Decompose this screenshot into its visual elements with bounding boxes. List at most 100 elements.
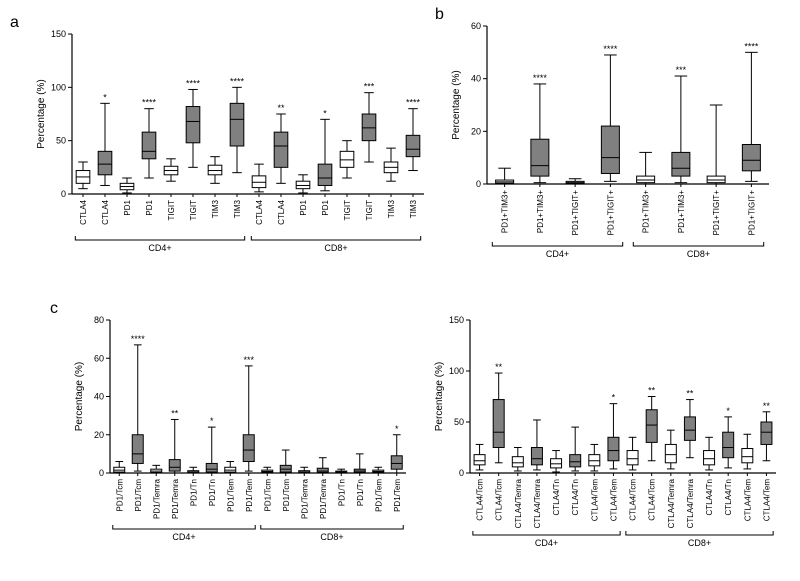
- svg-text:PD1/Tem: PD1/Tem: [374, 479, 383, 512]
- svg-text:****: ****: [744, 41, 759, 51]
- svg-text:***: ***: [243, 355, 254, 365]
- svg-text:PD1/Tem: PD1/Tem: [226, 479, 235, 512]
- svg-text:CTLA4/Tcm: CTLA4/Tcm: [476, 479, 485, 521]
- chart-b: 0204060Percentage (%)PD1+TIM3+****PD1+TI…: [445, 12, 775, 284]
- svg-text:PD1+TIM3+: PD1+TIM3+: [677, 190, 686, 233]
- y-axis-title: Percentage (%): [36, 79, 47, 148]
- box: [723, 432, 734, 458]
- y-axis-title: Percentage (%): [74, 362, 85, 431]
- svg-text:CD8+: CD8+: [324, 243, 347, 253]
- svg-text:PD1/Tn: PD1/Tn: [337, 479, 346, 506]
- svg-text:CTLA4/Tcm: CTLA4/Tcm: [629, 479, 638, 521]
- svg-text:PD1: PD1: [123, 199, 132, 215]
- svg-text:TIGIT: TIGIT: [343, 200, 352, 221]
- svg-text:20: 20: [471, 126, 481, 136]
- box: [206, 463, 217, 472]
- svg-text:*: *: [103, 92, 107, 102]
- svg-text:0: 0: [476, 179, 481, 189]
- svg-text:**: **: [171, 408, 179, 418]
- svg-text:PD1/Tem: PD1/Tem: [245, 479, 254, 512]
- box: [317, 468, 328, 472]
- svg-text:TIGIT: TIGIT: [167, 200, 176, 221]
- svg-text:CTLA4/Temra: CTLA4/Temra: [514, 478, 523, 528]
- box: [493, 400, 504, 448]
- svg-text:PD1+TIM3+: PD1+TIM3+: [501, 190, 510, 233]
- box: [252, 176, 266, 188]
- svg-text:20: 20: [94, 430, 104, 440]
- box: [608, 437, 619, 460]
- svg-text:TIM3: TIM3: [409, 199, 418, 218]
- box: [406, 135, 420, 156]
- svg-text:PD1+TIM3+: PD1+TIM3+: [536, 190, 545, 233]
- box: [230, 103, 244, 146]
- svg-text:*: *: [323, 108, 327, 118]
- svg-text:CTLA4/Temra: CTLA4/Temra: [533, 478, 542, 528]
- svg-text:PD1/Temra: PD1/Temra: [152, 478, 161, 519]
- svg-text:****: ****: [142, 98, 157, 108]
- svg-text:****: ****: [131, 334, 146, 344]
- svg-text:CTLA4/Tn: CTLA4/Tn: [552, 479, 561, 515]
- svg-text:*: *: [210, 416, 214, 426]
- box: [627, 451, 638, 465]
- svg-text:PD1/Tcm: PD1/Tcm: [263, 479, 272, 512]
- svg-text:PD1+TIGIT+: PD1+TIGIT+: [571, 190, 580, 236]
- box: [391, 456, 402, 469]
- chart-c-left: 020406080Percentage (%)PD1/Tcm****PD1/Tc…: [70, 308, 410, 573]
- box: [318, 164, 332, 185]
- box: [243, 435, 254, 462]
- panel-label-c: c: [50, 300, 58, 318]
- svg-text:40: 40: [471, 74, 481, 84]
- box: [340, 151, 354, 167]
- svg-text:**: **: [495, 362, 503, 372]
- svg-text:****: ****: [533, 73, 548, 83]
- box: [362, 114, 376, 141]
- box: [672, 152, 690, 176]
- svg-text:60: 60: [94, 353, 104, 363]
- box: [132, 435, 143, 464]
- box: [742, 145, 760, 171]
- svg-text:CTLA4: CTLA4: [277, 199, 286, 224]
- box: [531, 139, 549, 176]
- svg-text:60: 60: [471, 21, 481, 31]
- svg-text:40: 40: [94, 392, 104, 402]
- box: [646, 410, 657, 443]
- box: [142, 132, 156, 159]
- svg-text:***: ***: [364, 82, 375, 92]
- svg-text:TIM3: TIM3: [387, 199, 396, 218]
- svg-text:PD1/Tcm: PD1/Tcm: [115, 479, 124, 512]
- svg-text:PD1/Temra: PD1/Temra: [300, 478, 309, 519]
- svg-text:PD1/Tn: PD1/Tn: [356, 479, 365, 506]
- box: [208, 165, 222, 175]
- svg-text:100: 100: [449, 366, 464, 376]
- svg-text:PD1+TIGIT+: PD1+TIGIT+: [747, 190, 756, 236]
- svg-text:*: *: [612, 393, 616, 403]
- svg-text:0: 0: [61, 189, 66, 199]
- chart-a: 050100150Percentage (%)CTLA4*CTLA4PD1***…: [30, 20, 430, 290]
- svg-text:**: **: [686, 389, 694, 399]
- box: [169, 460, 180, 471]
- box: [742, 449, 753, 463]
- svg-text:CD4+: CD4+: [535, 538, 558, 548]
- svg-text:150: 150: [449, 315, 464, 325]
- svg-text:CTLA4: CTLA4: [101, 199, 110, 224]
- svg-text:**: **: [763, 401, 771, 411]
- svg-text:CTLA4: CTLA4: [255, 199, 264, 224]
- svg-text:PD1/Tcm: PD1/Tcm: [282, 479, 291, 512]
- svg-text:CTLA4/Tn: CTLA4/Tn: [705, 479, 714, 515]
- box: [707, 176, 725, 183]
- svg-text:80: 80: [94, 315, 104, 325]
- svg-text:TIM3: TIM3: [211, 199, 220, 218]
- svg-text:****: ****: [186, 78, 201, 88]
- svg-text:CD4+: CD4+: [148, 243, 171, 253]
- box: [601, 126, 619, 173]
- svg-text:PD1+TIM3+: PD1+TIM3+: [642, 190, 651, 233]
- svg-text:PD1/Temra: PD1/Temra: [171, 478, 180, 519]
- box: [704, 451, 715, 465]
- y-axis-title: Percentage (%): [434, 362, 445, 431]
- chart-c-right: 050100150Percentage (%)CTLA4/Tcm**CTLA4/…: [430, 308, 780, 573]
- box: [274, 132, 288, 167]
- svg-text:PD1+TIGIT+: PD1+TIGIT+: [712, 190, 721, 236]
- svg-text:TIGIT: TIGIT: [365, 200, 374, 221]
- svg-text:100: 100: [51, 82, 66, 92]
- svg-text:PD1: PD1: [321, 199, 330, 215]
